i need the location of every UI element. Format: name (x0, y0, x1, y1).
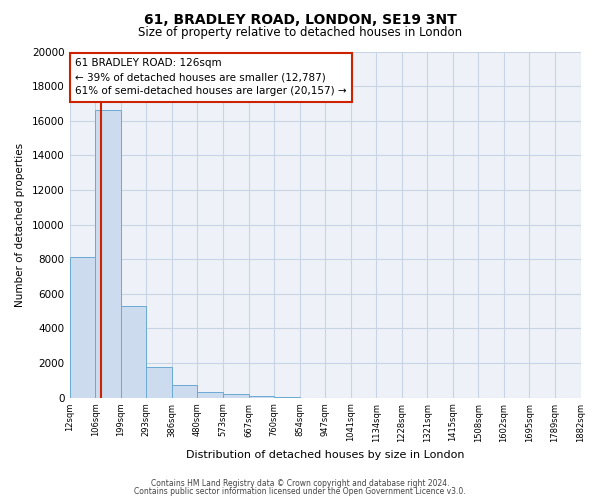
X-axis label: Distribution of detached houses by size in London: Distribution of detached houses by size … (186, 450, 464, 460)
Text: 61 BRADLEY ROAD: 126sqm
← 39% of detached houses are smaller (12,787)
61% of sem: 61 BRADLEY ROAD: 126sqm ← 39% of detache… (75, 58, 347, 96)
Bar (274, 397, 299, 398)
Y-axis label: Number of detached properties: Number of detached properties (15, 142, 25, 306)
Bar (146, 366, 172, 398)
Bar (248, 396, 274, 398)
Bar (70, 258, 95, 398)
Bar (95, 110, 121, 398)
Text: Size of property relative to detached houses in London: Size of property relative to detached ho… (138, 26, 462, 39)
Text: 61, BRADLEY ROAD, LONDON, SE19 3NT: 61, BRADLEY ROAD, LONDON, SE19 3NT (143, 12, 457, 26)
Text: Contains public sector information licensed under the Open Government Licence v3: Contains public sector information licen… (134, 487, 466, 496)
Bar (172, 384, 197, 398)
Bar (121, 306, 146, 398)
Bar (197, 392, 223, 398)
Bar (223, 394, 248, 398)
Text: Contains HM Land Registry data © Crown copyright and database right 2024.: Contains HM Land Registry data © Crown c… (151, 478, 449, 488)
